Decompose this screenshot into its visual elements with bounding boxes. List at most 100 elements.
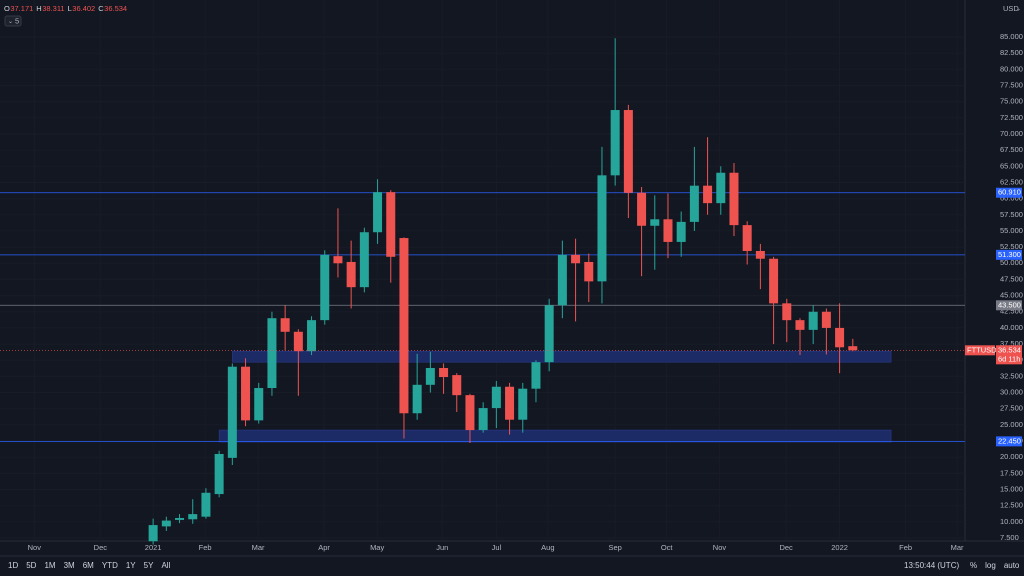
range-button[interactable]: 1D [8,561,18,570]
x-tick-label: Jun [436,543,448,552]
y-tick-label: 12.500 [1000,501,1023,510]
y-tick-label: 77.500 [1000,80,1023,89]
candle-body [412,384,422,414]
ohlc-letter: H [36,4,41,13]
candle-body [452,375,462,396]
candle-body [782,303,792,321]
y-tick-label: 65.000 [1000,161,1023,170]
zone [232,350,892,363]
candle-body [148,525,158,542]
candle-body [465,395,475,431]
candle-body [689,185,699,222]
x-tick-label: Nov [28,543,42,552]
x-tick-label: Sep [608,543,621,552]
candle-body [320,254,330,321]
y-tick-label: 20.000 [1000,452,1023,461]
candle-body [214,453,224,495]
y-tick-label: 45.000 [1000,291,1023,300]
scale-option[interactable]: % [970,561,977,570]
range-button[interactable]: YTD [102,561,118,570]
y-tick-label: 80.000 [1000,64,1023,73]
candle-body [175,517,185,520]
indicator-count: 5 [15,16,19,25]
y-tick-label: 70.000 [1000,129,1023,138]
range-button[interactable]: 1Y [126,561,136,570]
candle-body [280,318,290,332]
candle-body [531,362,541,389]
candle-body [769,258,779,304]
clock: 13:50:44 (UTC) [904,561,959,570]
level-tag [996,249,1022,260]
ohlc-value: 38.311 [42,4,64,13]
x-tick-label: Dec [94,543,108,552]
candle-body [241,366,251,421]
x-tick-label: Feb [199,543,212,552]
indicator-toggle[interactable] [4,15,22,27]
candle-body [848,346,858,351]
x-tick-label: Feb [899,543,912,552]
range-button[interactable]: All [161,561,170,570]
candle-body [716,172,726,204]
range-button[interactable]: 3M [64,561,75,570]
countdown: 6d 11h [998,354,1020,363]
indicator-arrow: ⌄ [8,19,13,25]
candle-body [254,388,264,421]
x-tick-label: Apr [318,543,330,552]
y-tick-label: 72.500 [1000,113,1023,122]
candle-body [439,367,449,378]
candle-body [610,110,620,176]
ohlc-letter: O [4,4,10,13]
range-button[interactable]: 6M [83,561,94,570]
zone [218,429,892,443]
ohlc-value: 36.402 [72,4,95,13]
candle-body [293,331,303,352]
level-label: 51.300 [998,250,1021,259]
candle-body [373,192,383,233]
candle-body [755,250,765,259]
range-button[interactable]: 5D [26,561,36,570]
symbol-tag [965,345,995,356]
candle-body [227,366,237,458]
y-tick-label: 55.000 [1000,226,1023,235]
candle-body [821,311,831,328]
ohlc-letter: L [68,4,72,13]
x-tick-label: May [370,543,384,552]
range-button[interactable]: 1M [44,561,55,570]
y-tick-label: 15.000 [1000,485,1023,494]
ohlc-letter: C [98,4,104,13]
level-tag [996,187,1022,198]
y-tick-label: 42.500 [1000,307,1023,316]
candle-body [399,238,409,414]
y-tick-label: 47.500 [1000,274,1023,283]
level-tag [996,436,1022,447]
candle-body [333,256,343,264]
y-tick-label: 67.500 [1000,145,1023,154]
x-tick-label: Oct [661,543,674,552]
level-label: 22.450 [998,436,1021,445]
candle-body [425,367,435,385]
y-tick-label: 7.500 [1000,533,1019,542]
candle-body [359,232,369,288]
candle-body [729,172,739,226]
scale-option[interactable]: auto [1004,561,1020,570]
candle-body [663,219,673,242]
currency[interactable]: USD [1003,4,1019,13]
candle-body [307,320,317,352]
y-tick-label: 57.500 [1000,210,1023,219]
price-tag [996,345,1022,365]
range-button[interactable]: 5Y [144,561,154,570]
x-tick-label: Aug [541,543,554,552]
x-tick-label: 2021 [145,543,162,552]
level-label: 43.500 [998,300,1021,309]
y-tick-label: 82.500 [1000,48,1023,57]
candle-body [505,386,515,420]
candle-body [386,192,396,257]
candle-body [161,520,171,527]
scale-option[interactable]: log [985,561,996,570]
candle-body [346,261,356,288]
candle-body [623,110,633,193]
ohlc-value: 37.171 [10,4,33,13]
